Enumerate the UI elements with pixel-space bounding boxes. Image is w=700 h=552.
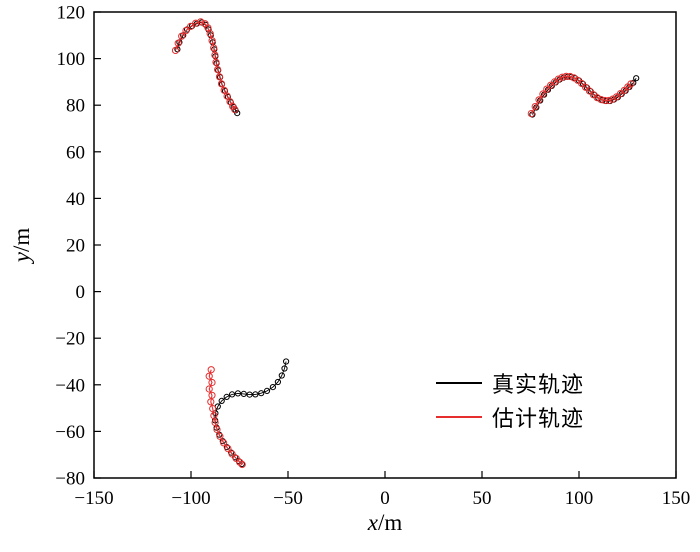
- svg-text:0: 0: [76, 282, 86, 303]
- svg-text:150: 150: [662, 488, 691, 509]
- svg-text:−50: −50: [273, 488, 303, 509]
- legend: 真实轨迹 估计轨迹: [436, 366, 584, 434]
- svg-text:−40: −40: [55, 375, 85, 396]
- legend-item-true-trajectory: 真实轨迹: [436, 366, 584, 400]
- svg-text:−80: −80: [55, 469, 85, 490]
- y-axis-unit: /m: [9, 227, 34, 253]
- svg-text:100: 100: [57, 49, 86, 70]
- legend-item-estimated-trajectory: 估计轨迹: [436, 400, 584, 434]
- x-axis-variable: x: [367, 510, 378, 535]
- legend-label-true-trajectory: 真实轨迹: [492, 372, 585, 397]
- x-axis-unit: /m: [377, 510, 403, 535]
- true-trajectory-line-swatch: [436, 382, 482, 384]
- svg-text:60: 60: [66, 142, 85, 163]
- svg-text:80: 80: [66, 96, 85, 117]
- svg-text:20: 20: [66, 236, 85, 257]
- y-axis-label: y/m: [9, 228, 35, 263]
- y-axis-variable: y: [9, 252, 34, 263]
- svg-text:−150: −150: [74, 488, 113, 509]
- svg-text:−20: −20: [55, 329, 85, 350]
- svg-text:50: 50: [473, 488, 492, 509]
- svg-text:−60: −60: [55, 422, 85, 443]
- svg-text:40: 40: [66, 189, 85, 210]
- svg-text:120: 120: [57, 3, 86, 24]
- legend-label-estimated-trajectory: 估计轨迹: [492, 406, 585, 431]
- x-axis-label: x/m: [94, 510, 676, 536]
- estimated-trajectory-line-swatch: [436, 416, 482, 418]
- svg-text:0: 0: [380, 488, 390, 509]
- svg-text:−100: −100: [171, 488, 210, 509]
- svg-text:100: 100: [565, 488, 594, 509]
